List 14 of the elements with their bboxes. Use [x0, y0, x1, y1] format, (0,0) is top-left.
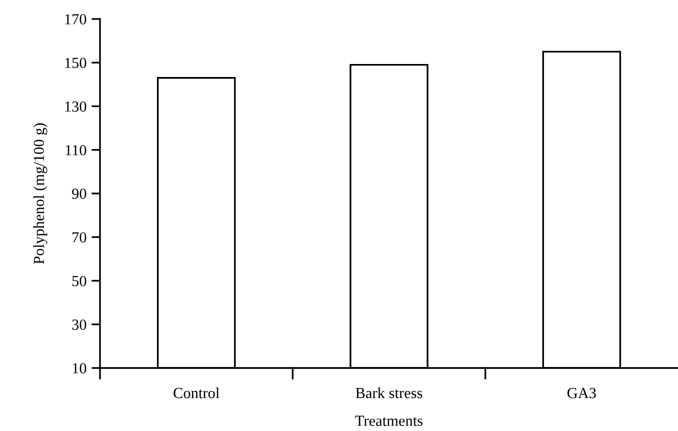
y-tick-label: 90 — [72, 188, 86, 199]
x-axis-title: Treatments — [355, 416, 423, 426]
x-tick-label: Bark stress — [356, 387, 422, 398]
x-tick-label: Control — [174, 387, 220, 398]
y-tick-label: 50 — [72, 276, 86, 286]
y-tick-label: 110 — [66, 145, 86, 156]
y-axis-title: Polyphenol (mg/100 g) — [33, 123, 48, 264]
y-tick-label: 170 — [65, 14, 86, 24]
y-tick-label: 30 — [72, 320, 86, 330]
x-tick-label: GA3 — [567, 388, 596, 398]
y-tick-label: 70 — [72, 232, 86, 243]
y-tick-label: 130 — [65, 101, 86, 112]
y-tick-label: 10 — [72, 363, 86, 374]
y-tick-label: 150 — [65, 58, 86, 68]
